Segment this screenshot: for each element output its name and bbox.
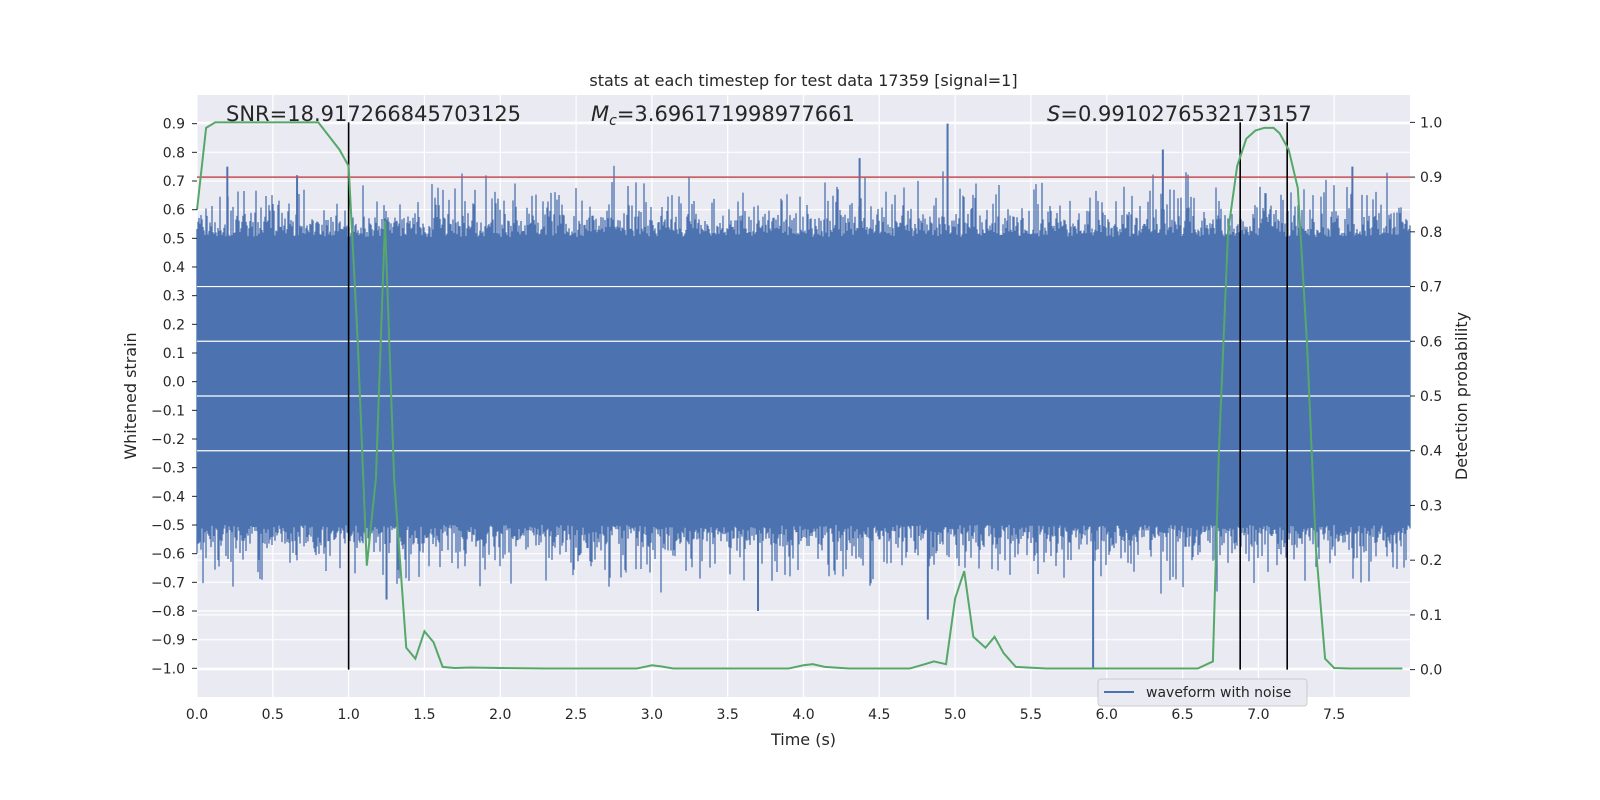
- y-tick-label: −0.9: [151, 633, 185, 649]
- y-tick-label: −0.5: [151, 518, 185, 534]
- y2-tick-label: 0.9: [1420, 170, 1442, 186]
- x-tick-label: 1.0: [337, 707, 359, 723]
- x-tick-label: 5.5: [1020, 707, 1042, 723]
- y-tick-label: 0.2: [163, 317, 185, 333]
- y-axis-label: Whitened strain: [121, 332, 140, 459]
- x-tick-label: 4.5: [868, 707, 890, 723]
- y-tick-label: 0.3: [163, 289, 185, 305]
- mc-subscript: c: [609, 113, 617, 129]
- y2-tick-label: 0.5: [1420, 389, 1442, 405]
- noise-core: [197, 287, 1410, 480]
- y-tick-label: 0.6: [163, 203, 185, 219]
- legend-label: waveform with noise: [1146, 685, 1291, 701]
- x-tick-label: 3.5: [717, 707, 739, 723]
- y2-tick-label: 0.4: [1420, 444, 1442, 460]
- snr-annotation: SNR=18.917266845703125: [226, 102, 521, 126]
- y2-axis-ticks: 1.0 0.9 0.8 0.7 0.6 0.5 0.4 0.3 0.2 0.1 0.0: [1410, 115, 1442, 679]
- s-symbol: S: [1047, 102, 1060, 126]
- y-tick-label: 0.7: [163, 174, 185, 190]
- y-tick-label: 0.4: [163, 260, 185, 276]
- x-tick-label: 5.0: [944, 707, 966, 723]
- series-waveform-with-noise: [196, 123, 1411, 669]
- y-tick-label: −1.0: [151, 661, 185, 677]
- y-tick-label: −0.4: [151, 489, 185, 505]
- y-tick-label: −0.2: [151, 432, 185, 448]
- y2-tick-label: 0.0: [1420, 663, 1442, 679]
- x-tick-label: 7.5: [1323, 707, 1345, 723]
- s-value: =0.9910276532173157: [1060, 102, 1311, 126]
- y-tick-label: −0.7: [151, 575, 185, 591]
- y2-axis-label: Detection probability: [1452, 312, 1471, 480]
- y-tick-label: 0.5: [163, 231, 185, 247]
- y-tick-label: −0.6: [151, 547, 185, 563]
- x-axis-label: Time (s): [770, 730, 836, 749]
- x-tick-label: 3.0: [641, 707, 663, 723]
- y-tick-label: −0.3: [151, 461, 185, 477]
- chart-title: stats at each timestep for test data 173…: [589, 71, 1017, 90]
- y2-tick-label: 0.1: [1420, 608, 1442, 624]
- y2-tick-label: 0.3: [1420, 498, 1442, 514]
- y2-tick-label: 0.7: [1420, 280, 1442, 296]
- mc-value: =3.696171998977661: [617, 102, 855, 126]
- legend: waveform with noise: [1097, 678, 1308, 707]
- y-tick-label: 0.8: [163, 145, 185, 161]
- x-tick-label: 4.0: [792, 707, 814, 723]
- x-tick-label: 2.5: [565, 707, 587, 723]
- y-axis-ticks: 0.9 0.8 0.7 0.6 0.5 0.4 0.3 0.2 0.1 0.0 −0.1 −0.2 −0…: [151, 117, 197, 677]
- y-tick-label: 0.0: [163, 375, 185, 391]
- s-annotation: S=0.9910276532173157: [1047, 102, 1312, 126]
- x-tick-label: 0.0: [186, 707, 208, 723]
- y-tick-label: −0.1: [151, 403, 185, 419]
- y2-tick-label: 1.0: [1420, 115, 1442, 131]
- detection-vlines: [347, 122, 1288, 670]
- x-tick-label: 2.0: [489, 707, 511, 723]
- y2-tick-label: 0.6: [1420, 334, 1442, 350]
- x-tick-label: 7.0: [1247, 707, 1269, 723]
- y-tick-label: 0.1: [163, 346, 185, 362]
- series-detection-probability: [196, 121, 1403, 670]
- y-tick-label: −0.8: [151, 604, 185, 620]
- y2-tick-label: 0.8: [1420, 225, 1442, 241]
- y2-tick-label: 0.2: [1420, 553, 1442, 569]
- legend-box: [1097, 678, 1308, 707]
- x-tick-label: 6.0: [1096, 707, 1118, 723]
- x-tick-label: 6.5: [1171, 707, 1193, 723]
- mc-annotation: Mc=3.696171998977661: [591, 102, 855, 129]
- x-axis-ticks: 0.0 0.5 1.0 1.5 2.0 2.5 3.0 3.5 4.0 4.5 5.0 5.5 6.0 6…: [186, 707, 1345, 723]
- y-tick-label: 0.9: [163, 117, 185, 133]
- x-tick-label: 0.5: [262, 707, 284, 723]
- mc-symbol: M: [591, 102, 609, 126]
- x-tick-label: 1.5: [413, 707, 435, 723]
